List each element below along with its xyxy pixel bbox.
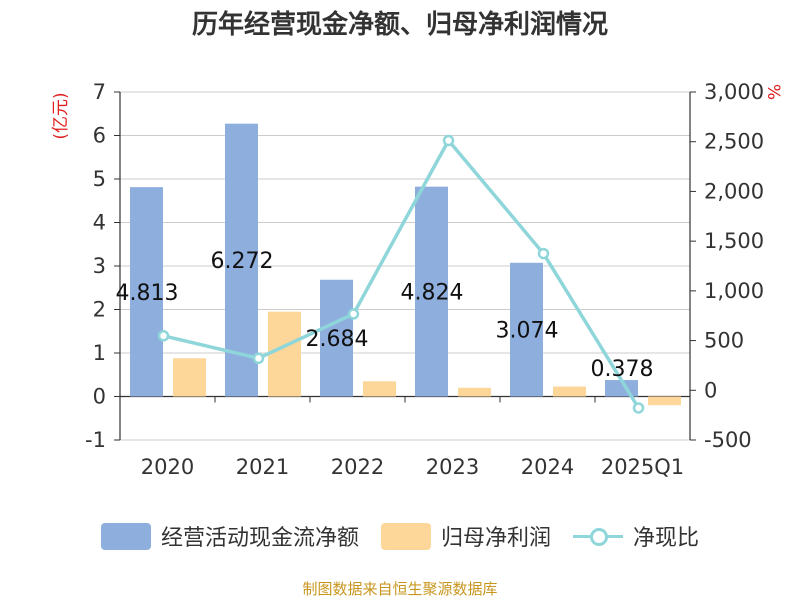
- left-axis-tick-label: -1: [85, 428, 106, 452]
- x-axis-tick-label: 2022: [331, 455, 384, 479]
- left-axis-tick-label: 3: [93, 254, 106, 278]
- left-axis-tick-label: 2: [93, 298, 106, 322]
- right-axis-tick-label: 2,000: [704, 179, 764, 203]
- legend-item-cashflow[interactable]: 经营活动现金流净额: [100, 520, 359, 552]
- bar-cashflow: [510, 262, 543, 397]
- legend-swatch-cashflow: [100, 522, 151, 550]
- legend-swatch-net-profit: [380, 522, 431, 550]
- bar-net-profit: [173, 358, 206, 397]
- legend-label-cashflow: 经营活动现金流净额: [160, 526, 359, 551]
- data-label-cashflow: 4.813: [116, 281, 179, 306]
- legend-item-cash-ratio[interactable]: 净现比: [573, 520, 699, 552]
- legend-label-net-profit: 归母净利润: [440, 526, 551, 551]
- data-label-cashflow: 6.272: [211, 249, 274, 274]
- left-axis-tick-label: 1: [93, 341, 106, 365]
- bar-net-profit: [648, 396, 681, 406]
- legend-item-net-profit[interactable]: 归母净利润: [380, 520, 551, 552]
- right-axis-tick-label: 3,000: [704, 80, 764, 104]
- bar-cashflow: [320, 279, 353, 397]
- data-label-cashflow: 2.684: [306, 327, 369, 352]
- point-cash-ratio: [252, 352, 265, 365]
- legend-swatch-cash-ratio: [573, 523, 623, 550]
- x-axis-tick-label: 2023: [426, 455, 479, 479]
- left-axis-tick-label: 7: [93, 80, 106, 104]
- point-cash-ratio: [347, 308, 360, 320]
- left-axis-tick-label: 0: [93, 385, 106, 409]
- bar-net-profit: [268, 311, 301, 397]
- right-axis-tick-label: 1,000: [704, 279, 764, 303]
- point-cash-ratio: [537, 247, 550, 260]
- right-axis-tick-label: 500: [704, 329, 744, 353]
- point-cash-ratio: [157, 330, 170, 342]
- right-axis-tick-label: 1,500: [704, 229, 764, 253]
- x-axis-tick-label: 2020: [141, 455, 194, 479]
- line-cash-ratio: [163, 138, 640, 409]
- bar-cashflow: [415, 186, 448, 397]
- legend-label-cash-ratio: 净现比: [633, 526, 700, 551]
- right-axis-tick-label: -500: [704, 428, 752, 452]
- right-axis-tick-label: 2,500: [704, 130, 764, 154]
- bar-net-profit: [458, 387, 491, 397]
- point-cash-ratio: [632, 402, 645, 414]
- left-axis-label: (亿元): [51, 92, 71, 139]
- point-cash-ratio: [442, 134, 455, 147]
- chart-legend: 经营活动现金流净额 归母净利润 净现比: [0, 516, 800, 556]
- chart-title: 历年经营现金净额、归母净利润情况: [191, 10, 608, 40]
- left-axis-tick-label: 6: [93, 124, 106, 148]
- source-note: 制图数据来自恒生聚源数据库: [302, 580, 498, 598]
- x-axis-tick-label: 2024: [521, 455, 574, 479]
- left-axis-tick-label: 5: [93, 167, 106, 191]
- bar-net-profit: [363, 381, 396, 397]
- x-axis-tick-label: 2021: [236, 455, 289, 479]
- bar-net-profit: [553, 386, 586, 397]
- data-label-cashflow: 0.378: [591, 357, 654, 382]
- data-label-cashflow: 3.074: [496, 319, 559, 344]
- x-axis-tick-label: 2025Q1: [601, 455, 684, 479]
- right-axis-label: %: [763, 84, 783, 100]
- right-axis-tick-label: 0: [704, 378, 717, 402]
- bar-cashflow: [130, 187, 163, 397]
- left-axis-tick-label: 4: [93, 211, 106, 235]
- data-label-cashflow: 4.824: [401, 281, 464, 306]
